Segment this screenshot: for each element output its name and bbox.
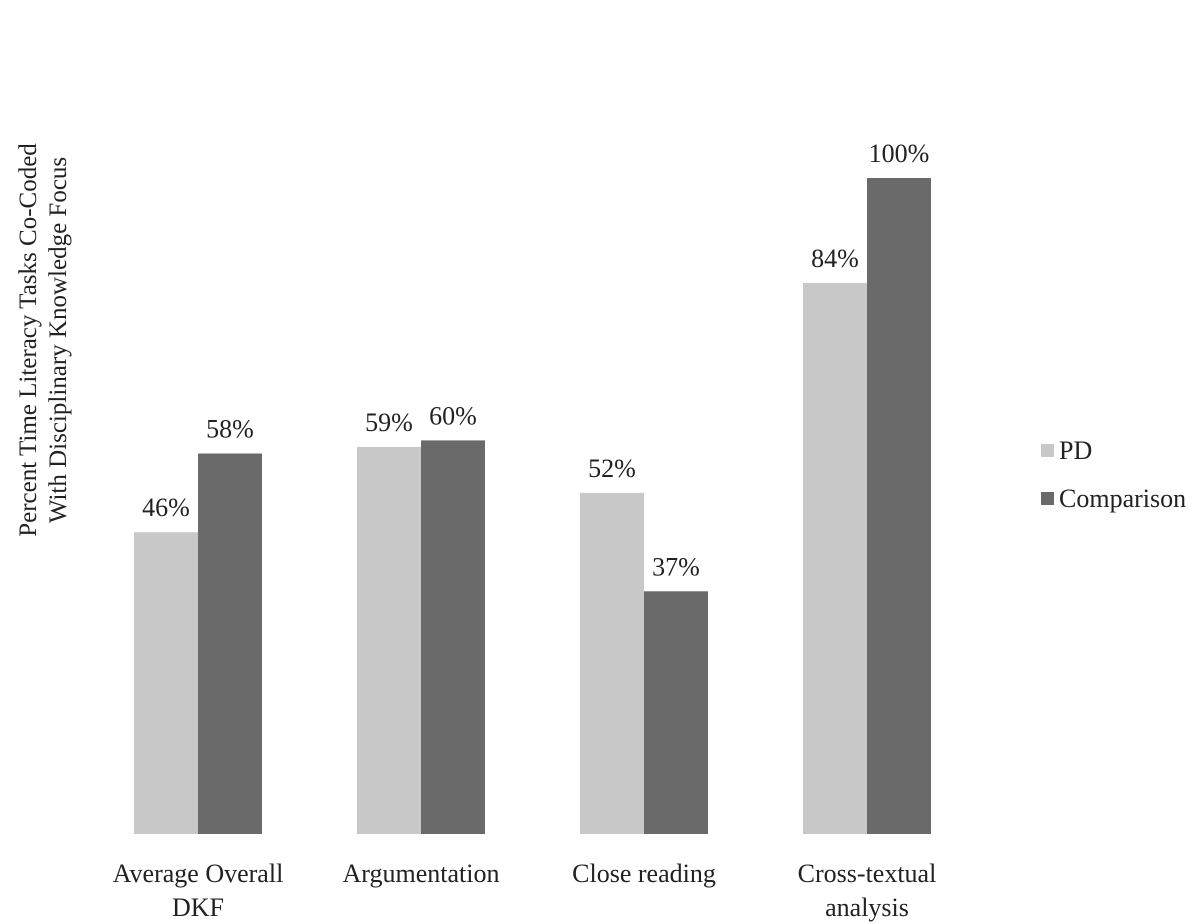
bar-pd-2	[357, 446, 421, 834]
category-label-4-line-1: Cross-textual	[798, 859, 937, 888]
data-label-comparison-3: 37%	[652, 552, 700, 581]
legend-swatch-comparison	[1041, 492, 1054, 505]
legend-label-comparison: Comparison	[1059, 484, 1186, 513]
category-label-1-line-2: DKF	[172, 893, 224, 922]
category-label-3-line-1: Close reading	[572, 859, 716, 888]
data-label-pd-3: 52%	[588, 454, 636, 483]
bar-comparison-2	[421, 440, 485, 834]
data-label-pd-1: 46%	[142, 493, 190, 522]
category-labels-group: Average Overall DKF Argumentation Close rea…	[113, 859, 937, 922]
bar-pd-4	[803, 282, 867, 835]
data-label-comparison-2: 60%	[429, 401, 477, 430]
y-axis-label: Percent Time Literacy Tasks Co-Coded With…	[15, 143, 72, 537]
data-label-comparison-1: 58%	[206, 415, 254, 444]
y-axis-label-line-2: With Disciplinary Knowledge Focus	[45, 157, 72, 523]
data-labels-group: 46% 58% 59% 60% 52% 37% 84% 100%	[142, 139, 929, 581]
bar-comparison-3	[644, 591, 708, 834]
legend-label-pd: PD	[1059, 436, 1092, 465]
bar-comparison-4	[867, 178, 931, 834]
legend-swatch-pd	[1041, 444, 1054, 457]
data-label-comparison-4: 100%	[869, 139, 930, 168]
bar-pd-3	[580, 492, 644, 834]
data-label-pd-4: 84%	[811, 244, 859, 273]
category-label-4-line-2: analysis	[825, 893, 909, 922]
bar-comparison-1	[198, 453, 262, 834]
data-label-pd-2: 59%	[365, 408, 413, 437]
bar-pd-1	[134, 532, 198, 834]
legend: PD Comparison	[1041, 436, 1186, 513]
category-label-2-line-1: Argumentation	[343, 859, 500, 888]
y-axis-label-line-1: Percent Time Literacy Tasks Co-Coded	[15, 143, 42, 537]
bars-group	[134, 178, 931, 835]
category-label-1-line-1: Average Overall	[113, 859, 284, 888]
